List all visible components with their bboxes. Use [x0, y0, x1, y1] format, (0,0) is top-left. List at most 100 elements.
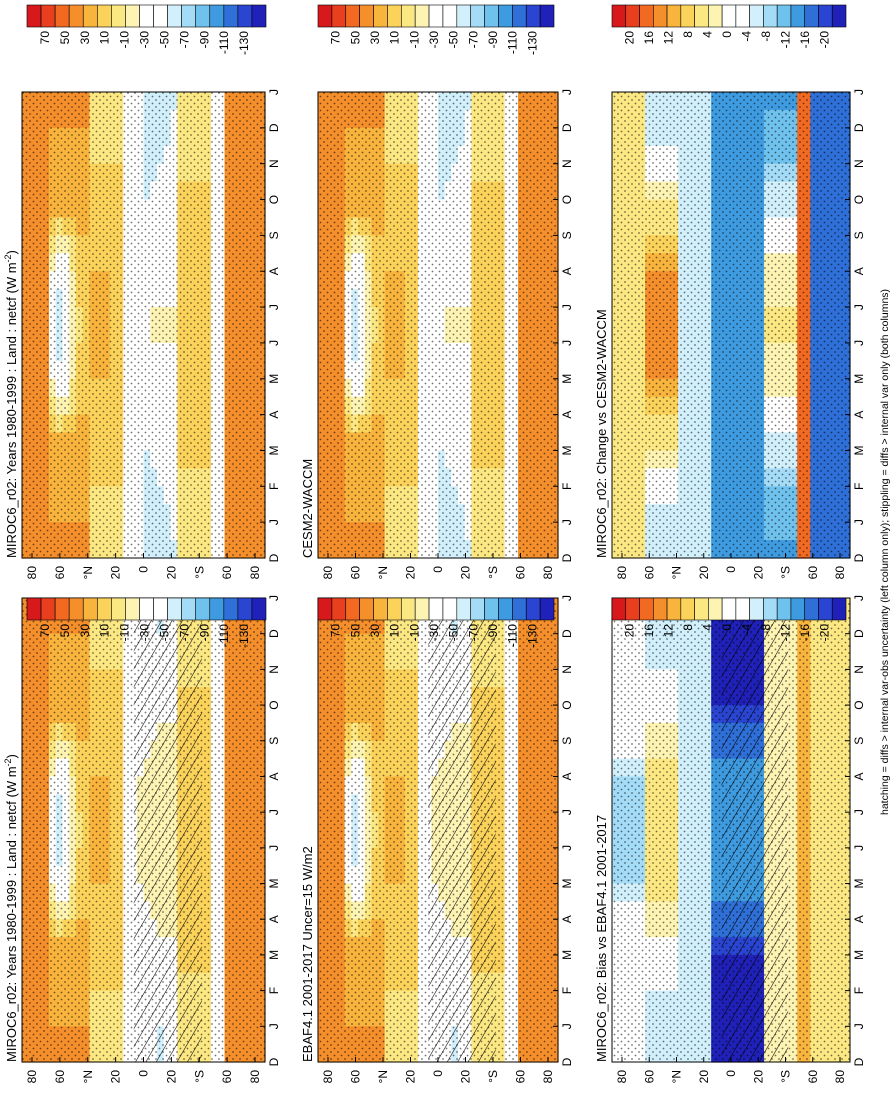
hatching: [721, 598, 789, 1062]
colorbar-box: [167, 597, 182, 621]
month-label: N: [560, 665, 574, 674]
colorbar-box: [400, 597, 416, 621]
colorbar-box: [26, 4, 42, 28]
colorbar-box: [54, 4, 70, 28]
colorbar-box: [125, 4, 140, 28]
month-label: S: [267, 231, 281, 239]
stippling: [22, 92, 265, 558]
panel-bottom-left: 80 60 °N 20 0 20 °S 60 80DJFMAMJJASONDJMIROC6_r0…: [594, 595, 866, 1083]
colorbar-box: [181, 4, 197, 28]
lat-tick-label: 80: [25, 1070, 39, 1084]
month-label: A: [267, 267, 281, 275]
month-label: J: [560, 809, 574, 815]
colorbar-tick-label: -30: [427, 31, 441, 49]
lat-tick-label: 20: [404, 566, 418, 580]
colorbar-tick-label: 50: [348, 624, 362, 638]
lat-tick-label: 80: [321, 566, 335, 580]
colorbar-tick-label: 70: [329, 624, 343, 638]
lat-tick-label: °N: [81, 566, 95, 579]
colorbar-tick-label: -50: [447, 31, 461, 49]
colorbar-box: [512, 597, 527, 621]
colorbar-tick-label: 10: [388, 624, 402, 638]
panel-title: MIROC6_r02: Years 1980-1999 : Land : net…: [3, 250, 19, 558]
colorbar-box: [40, 597, 56, 621]
colorbar-box: [539, 4, 555, 28]
lat-tick-label: 80: [248, 1070, 262, 1084]
panel-middle-right: 80 60 °N 20 0 20 °S 60 80DJFMAMJJASONDJCESM2-WAC…: [300, 4, 574, 580]
month-label: M: [267, 879, 281, 889]
month-label: D: [560, 1057, 574, 1066]
panel-title: MIROC6_r02: Years 1980-1999 : Land : net…: [3, 754, 19, 1062]
lat-tick-label: 60: [220, 566, 234, 580]
lat-tick-label: 80: [25, 566, 39, 580]
month-label: M: [560, 879, 574, 889]
colorbar-box: [539, 597, 555, 621]
colorbar-box: [251, 597, 267, 621]
colorbar-tick-label: -90: [197, 624, 211, 642]
month-label: O: [560, 195, 574, 204]
month-label: J: [267, 595, 281, 601]
colorbar-tick-label: -130: [237, 624, 251, 648]
month-label: J: [267, 809, 281, 815]
colorbar-box: [181, 597, 197, 621]
month-label: M: [560, 445, 574, 455]
lat-tick-label: 0: [137, 566, 151, 573]
month-label: F: [560, 483, 574, 490]
lat-tick-label: 0: [137, 1070, 151, 1077]
month-label: M: [560, 950, 574, 960]
month-label: M: [267, 445, 281, 455]
month-label: M: [267, 950, 281, 960]
colorbar-box: [82, 597, 98, 621]
colorbar-box: [414, 597, 430, 621]
colorbar-tick-label: 10: [388, 31, 402, 45]
colorbar-tick-label: 30: [78, 31, 92, 45]
panel-title: CESM2-WACCM: [300, 459, 315, 558]
lat-tick-label: 60: [514, 1070, 528, 1084]
panel-title: EBAF4.1 2001-2017 Uncer=15 W/m2: [300, 846, 315, 1062]
month-label: O: [560, 700, 574, 709]
lat-tick-label: 60: [53, 566, 67, 580]
colorbar-box: [96, 4, 112, 28]
lat-tick-label: 60: [349, 566, 363, 580]
colorbar-tick-label: -50: [447, 624, 461, 642]
colorbar-box: [470, 4, 485, 28]
colorbar-box: [96, 597, 112, 621]
colorbar-tick-label: -130: [525, 624, 539, 648]
colorbar-tick-label: -70: [466, 624, 480, 642]
lat-tick-label: 80: [541, 566, 555, 580]
colorbar-box: [525, 4, 541, 28]
month-label: D: [267, 629, 281, 638]
colorbar-tick-label: -30: [138, 31, 152, 49]
month-label: A: [267, 411, 281, 419]
lat-tick-label: 60: [514, 566, 528, 580]
colorbar-tick-label: 50: [58, 31, 72, 45]
lat-tick-label: 80: [248, 566, 262, 580]
colorbar-tick-label: 30: [368, 31, 382, 45]
colorbar-box: [125, 597, 140, 621]
colorbar-tick-label: 10: [98, 624, 112, 638]
month-label: J: [267, 845, 281, 851]
colorbar-box: [359, 4, 374, 28]
lat-tick-label: 80: [321, 1070, 335, 1084]
month-label: J: [560, 89, 574, 95]
colorbar-tick-label: -10: [118, 624, 132, 642]
colorbar-box: [139, 597, 154, 621]
month-label: N: [267, 665, 281, 674]
colorbar-tick-label: -110: [217, 624, 231, 647]
lat-tick-label: 60: [349, 1070, 363, 1084]
colorbar-box: [317, 597, 333, 621]
month-label: A: [560, 411, 574, 419]
month-label: S: [267, 737, 281, 745]
colorbar-box: [428, 597, 444, 621]
colorbar-tick-label: 30: [78, 624, 92, 638]
colorbar-tick-label: -130: [237, 31, 251, 55]
colorbar-tick-label: -90: [486, 624, 500, 642]
colorbar-box: [223, 4, 239, 28]
lat-tick-label: °N: [376, 566, 390, 579]
colorbar-tick-label: -10: [407, 624, 421, 642]
hatching: [133, 598, 202, 1062]
colorbar-box: [195, 597, 211, 621]
month-label: N: [560, 159, 574, 168]
colorbar-box: [484, 597, 499, 621]
